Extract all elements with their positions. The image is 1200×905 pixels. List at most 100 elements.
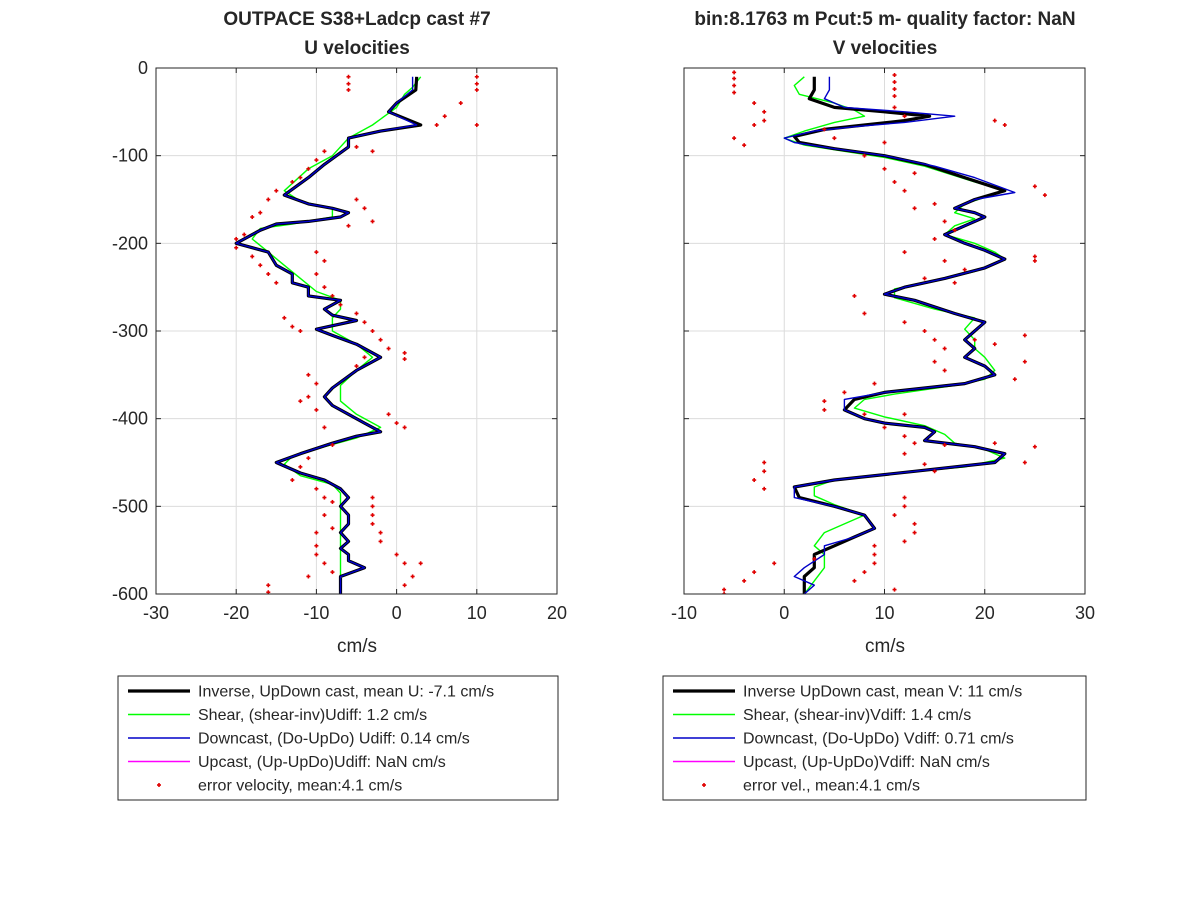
u-error-point	[314, 158, 319, 163]
v-error-point	[902, 434, 907, 439]
v-error-point	[1022, 460, 1027, 465]
u-error-point	[394, 421, 399, 426]
v-error-point	[922, 329, 927, 333]
u-error-point	[474, 122, 479, 127]
u-x-tick-label: 0	[392, 603, 402, 623]
u-error-point	[266, 197, 271, 202]
v-legend-downcast-label: Downcast, (Do-UpDo) Vdiff: 0.71 cm/s	[743, 731, 1014, 748]
u-error-point	[330, 570, 335, 575]
v-error-point	[912, 521, 917, 526]
v-error-point	[842, 390, 847, 395]
u-error-point	[394, 552, 399, 557]
v-error-point	[722, 587, 727, 592]
u-error-velocity-points	[234, 74, 479, 594]
u-error-point	[474, 87, 479, 92]
u-error-point	[354, 311, 359, 316]
u-x-tick-label: -20	[223, 603, 249, 623]
u-error-point	[378, 337, 383, 342]
u-error-point	[322, 513, 327, 518]
u-y-tick-label: -600	[112, 584, 148, 604]
v-error-point	[762, 469, 767, 474]
v-error-point	[902, 320, 907, 325]
v-error-point	[902, 114, 907, 119]
u-error-point	[290, 478, 295, 483]
u-legend-inverse-label: Inverse, UpDown cast, mean U: -7.1 cm/s	[198, 684, 494, 701]
u-chart-title: OUTPACE S38+Ladcp cast #7	[223, 9, 490, 30]
u-error-point	[402, 357, 407, 362]
u-error-point	[362, 355, 367, 360]
v-error-point	[902, 539, 907, 544]
v-error-point	[732, 83, 737, 88]
v-error-point	[882, 140, 887, 145]
u-error-point	[250, 254, 255, 259]
u-y-tick-label: -200	[112, 233, 148, 253]
v-error-point	[752, 101, 757, 106]
v-error-point	[752, 478, 757, 483]
u-error-point	[306, 394, 311, 399]
u-y-tick-label: -100	[112, 146, 148, 166]
v-error-point	[742, 578, 747, 583]
v-error-point	[862, 311, 867, 316]
u-error-point	[370, 513, 375, 518]
v-error-point	[852, 293, 857, 298]
v-error-point	[822, 407, 827, 412]
u-y-tick-label: 0	[138, 58, 148, 78]
u-error-point	[266, 272, 271, 277]
v-error-point	[872, 552, 877, 557]
v-error-point	[752, 122, 757, 127]
v-error-point	[902, 495, 907, 500]
v-error-point	[942, 219, 947, 224]
u-error-point	[338, 302, 343, 307]
u-error-point	[354, 144, 359, 149]
v-legend-error-label: error vel., mean:4.1 cm/s	[743, 778, 920, 795]
v-error-point	[762, 486, 767, 491]
v-error-point	[732, 76, 737, 81]
v-legend-inverse-label: Inverse UpDown cast, mean V: 11 cm/s	[743, 684, 1022, 701]
u-error-point	[250, 215, 255, 220]
v-error-point	[952, 228, 957, 233]
v-error-point	[1002, 122, 1007, 127]
v-error-point	[932, 236, 937, 241]
v-error-point	[912, 441, 917, 446]
v-downcast-series-line	[783, 76, 1016, 594]
v-error-point	[862, 412, 867, 417]
v-x-tick-label: 0	[779, 603, 789, 623]
v-error-point	[942, 346, 947, 351]
u-error-point	[402, 350, 407, 355]
u-legend-upcast-label: Upcast, (Up-UpDo)Udiff: NaN cm/s	[198, 754, 446, 771]
u-error-point	[386, 412, 391, 417]
u-error-point	[314, 552, 319, 557]
v-legend-upcast-label: Upcast, (Up-UpDo)Vdiff: NaN cm/s	[743, 754, 990, 771]
v-error-point	[962, 267, 967, 272]
v-error-point	[932, 201, 937, 206]
u-error-point	[346, 81, 351, 86]
u-error-point	[330, 526, 335, 531]
u-error-point	[410, 574, 415, 579]
u-error-point	[314, 381, 319, 386]
v-velocity-panel: bin:8.1763 m Pcut:5 m- quality factor: N…	[662, 9, 1095, 801]
u-error-point	[234, 245, 239, 250]
u-error-point	[370, 219, 375, 224]
v-error-point	[902, 451, 907, 456]
u-error-point	[258, 210, 263, 215]
v-error-point	[892, 513, 897, 518]
v-error-point	[942, 442, 947, 447]
u-error-point	[258, 263, 263, 268]
u-error-point	[314, 272, 319, 277]
u-x-axis-label: cm/s	[337, 636, 377, 657]
v-error-point	[922, 276, 927, 281]
v-error-point	[892, 80, 897, 85]
u-error-point	[442, 114, 447, 119]
v-error-point	[932, 337, 937, 342]
u-error-point	[402, 561, 407, 566]
v-error-point	[892, 73, 897, 78]
u-error-point	[234, 236, 239, 241]
u-y-tick-label: -500	[112, 496, 148, 516]
u-error-point	[306, 372, 311, 377]
v-error-point	[762, 460, 767, 465]
v-error-point	[942, 258, 947, 263]
u-error-point	[306, 456, 311, 461]
u-error-point	[298, 329, 303, 333]
u-error-point	[282, 315, 287, 320]
u-x-tick-label: 10	[467, 603, 487, 623]
